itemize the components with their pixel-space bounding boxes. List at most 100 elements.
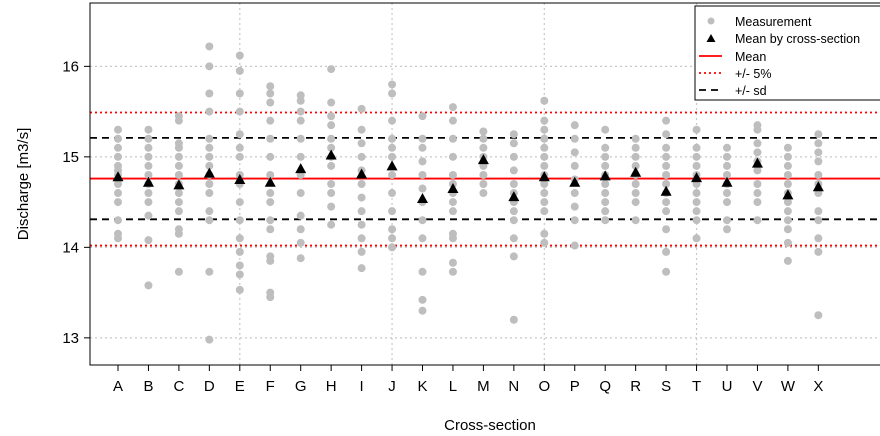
- measurement-point-L-5: [448, 198, 457, 207]
- legend-label-plus-minus-sd: +/- sd: [735, 84, 767, 98]
- y-axis-title: Discharge [m3/s]: [15, 128, 32, 241]
- measurement-point-W-2: [783, 225, 792, 234]
- mean-marker-M: [477, 154, 489, 165]
- measurement-point-V-3: [753, 180, 762, 188]
- measurement-point-B-1: [144, 236, 153, 245]
- measurement-point-N-9: [509, 152, 518, 161]
- measurement-point-F-9: [266, 152, 275, 161]
- measurement-point-M-2: [479, 170, 488, 179]
- measurement-point-H-6: [327, 143, 336, 152]
- measurement-point-K-6: [418, 184, 427, 193]
- measurement-point-Q-1: [601, 207, 610, 216]
- measurement-point-E-6: [235, 198, 244, 207]
- measurement-point-N-2: [509, 234, 518, 243]
- measurement-point-U-1: [723, 216, 731, 225]
- measurement-point-Q-8: [601, 143, 610, 152]
- mean-marker-H: [325, 149, 337, 160]
- measurement-point-I-0: [357, 264, 366, 273]
- measurement-point-W-8: [783, 170, 792, 179]
- measurement-point-A-13: [114, 125, 122, 134]
- measurement-point-H-1: [327, 202, 336, 211]
- mean-marker-E: [234, 173, 246, 184]
- measurement-point-D-10: [205, 134, 214, 143]
- measurement-point-X-2: [814, 234, 823, 243]
- measurement-point-S-7: [662, 170, 671, 179]
- measurement-point-X-7: [814, 170, 823, 179]
- measurement-point-H-7: [327, 134, 336, 143]
- measurement-point-L-8: [448, 170, 457, 179]
- measurement-point-K-2: [418, 267, 427, 276]
- measurement-point-A-2: [114, 216, 122, 225]
- measurement-point-E-9: [235, 152, 244, 161]
- measurement-point-C-11: [174, 139, 183, 148]
- measurement-point-O-8: [540, 152, 549, 161]
- measurement-point-V-0: [753, 216, 762, 225]
- measurement-point-T-1: [692, 216, 701, 225]
- measurement-point-I-11: [357, 104, 366, 113]
- x-tick-label-X: X: [813, 378, 823, 395]
- measurement-point-L-0: [448, 267, 457, 276]
- measurement-point-D-7: [205, 161, 214, 170]
- measurement-point-M-6: [479, 134, 488, 143]
- measurement-point-P-8: [570, 121, 579, 130]
- measurement-point-P-0: [570, 241, 579, 250]
- measurement-point-J-2: [388, 225, 397, 234]
- measurement-point-L-10: [448, 134, 457, 143]
- y-tick-label-15: 15: [62, 149, 79, 166]
- measurement-point-O-12: [540, 116, 549, 125]
- measurement-point-E-4: [235, 234, 244, 243]
- measurement-point-D-12: [205, 89, 214, 98]
- measurement-point-R-3: [631, 180, 640, 188]
- measurement-point-M-1: [479, 180, 488, 188]
- measurement-point-M-5: [479, 143, 488, 152]
- x-tick-label-H: H: [326, 378, 337, 395]
- measurement-point-N-0: [509, 315, 518, 324]
- measurement-point-E-15: [235, 51, 244, 60]
- measurement-point-I-3: [357, 220, 366, 229]
- mean-marker-K: [417, 192, 428, 203]
- measurement-point-T-0: [692, 234, 701, 243]
- x-tick-label-J: J: [388, 378, 396, 395]
- measurement-point-U-8: [723, 143, 731, 152]
- measurement-point-W-10: [783, 152, 792, 161]
- measurement-point-V-6: [753, 148, 762, 157]
- legend-label-mean-by-cross-section: Mean by cross-section: [735, 32, 860, 46]
- measurement-point-C-0: [174, 267, 183, 276]
- measurement-point-J-7: [388, 143, 397, 152]
- measurement-point-W-1: [783, 238, 792, 247]
- measurement-point-G-6: [296, 152, 305, 161]
- measurement-point-N-1: [509, 252, 518, 261]
- measurement-point-H-9: [327, 112, 336, 121]
- measurement-point-Q-7: [601, 152, 610, 161]
- measurement-point-T-3: [692, 198, 701, 207]
- measurement-point-H-4: [327, 161, 336, 170]
- y-tick-label-13: 13: [62, 330, 79, 347]
- measurement-point-C-13: [174, 112, 183, 121]
- measurement-point-D-0: [205, 335, 214, 344]
- measurement-point-G-8: [296, 116, 305, 125]
- x-tick-label-P: P: [570, 378, 580, 395]
- x-tick-label-O: O: [538, 378, 550, 395]
- mean-marker-O: [538, 171, 550, 182]
- measurement-point-A-12: [114, 134, 122, 143]
- x-tick-label-N: N: [508, 378, 519, 395]
- measurement-point-C-5: [174, 189, 183, 198]
- measurement-point-L-11: [448, 116, 457, 125]
- measurement-point-F-6: [266, 198, 275, 207]
- measurement-point-R-7: [631, 143, 640, 152]
- measurement-point-L-1: [448, 258, 457, 267]
- measurement-point-G-2: [296, 225, 305, 234]
- measurement-point-A-10: [114, 152, 122, 161]
- measurement-point-U-3: [723, 189, 731, 198]
- measurement-point-J-5: [388, 170, 397, 179]
- measurement-point-C-7: [174, 170, 183, 179]
- measurement-point-X-0: [814, 311, 823, 320]
- measurement-point-X-10: [814, 139, 823, 148]
- measurement-point-R-6: [631, 152, 640, 161]
- measurement-point-W-9: [783, 161, 792, 170]
- measurement-point-D-4: [205, 189, 214, 198]
- measurement-point-M-7: [479, 127, 488, 136]
- measurement-point-D-13: [205, 62, 214, 71]
- measurement-point-J-10: [388, 89, 397, 98]
- measurement-point-C-4: [174, 198, 183, 207]
